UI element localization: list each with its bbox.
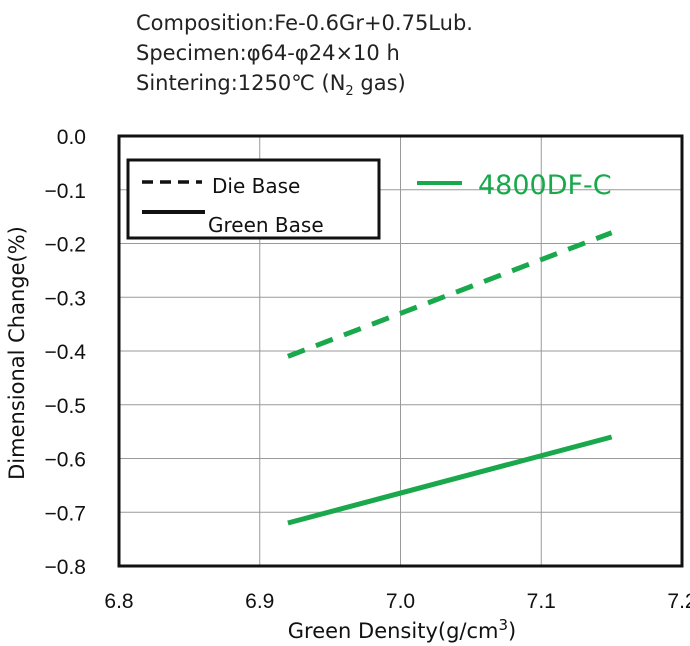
y-tick-label: −0.1: [45, 180, 86, 203]
x-tick-label: 6.9: [245, 590, 274, 613]
y-tick-label: −0.6: [45, 449, 86, 472]
legend: Die Base Green Base: [126, 158, 381, 240]
x-tick-label: 7.0: [386, 590, 415, 613]
x-tick-label: 7.2: [667, 590, 690, 613]
legend-label-die-base: Die Base: [212, 174, 300, 198]
sintering-prefix: Sintering:1250℃ (N: [136, 71, 346, 95]
composition-text: Composition:Fe-0.6Gr+0.75Lub.: [136, 11, 473, 35]
y-tick-label: −0.2: [45, 234, 86, 257]
x-tick-label: 6.8: [104, 590, 133, 613]
green-base-line: [287, 434, 613, 526]
sintering-suffix: gas): [353, 71, 406, 95]
y-tick-labels: 0.0 −0.1 −0.2 −0.3 −0.4 −0.5 −0.6 −0.7 −0.8: [45, 126, 87, 579]
x-tick-labels: 6.8 6.9 7.0 7.1 7.2: [104, 590, 690, 613]
plot-frame: [117, 134, 684, 568]
chart-header: Composition:Fe-0.6Gr+0.75Lub. Specimen:φ…: [136, 8, 473, 107]
sintering-subscript: 2: [345, 84, 354, 100]
legend-box: [126, 158, 381, 240]
y-tick-label: −0.3: [45, 287, 86, 310]
y-tick-label: −0.5: [45, 395, 86, 418]
series-lines: [287, 230, 613, 526]
sintering-text: Sintering:1250℃ (N2 gas): [136, 68, 473, 107]
x-tick-label: 7.1: [527, 590, 556, 613]
y-tick-label: −0.4: [45, 341, 87, 364]
series-label: 4800DF-C: [478, 170, 612, 201]
y-tick-label: 0.0: [57, 126, 86, 149]
x-axis-label: Green Density(g/cm3): [288, 616, 516, 643]
y-axis-label: Dimensional Change(%): [5, 226, 29, 480]
legend-label-green-base: Green Base: [208, 213, 324, 237]
specimen-text: Specimen:φ64-φ24×10 h: [136, 41, 400, 65]
y-tick-label: −0.7: [45, 502, 86, 525]
y-tick-label: −0.8: [45, 556, 86, 579]
die-base-line: [287, 230, 613, 359]
